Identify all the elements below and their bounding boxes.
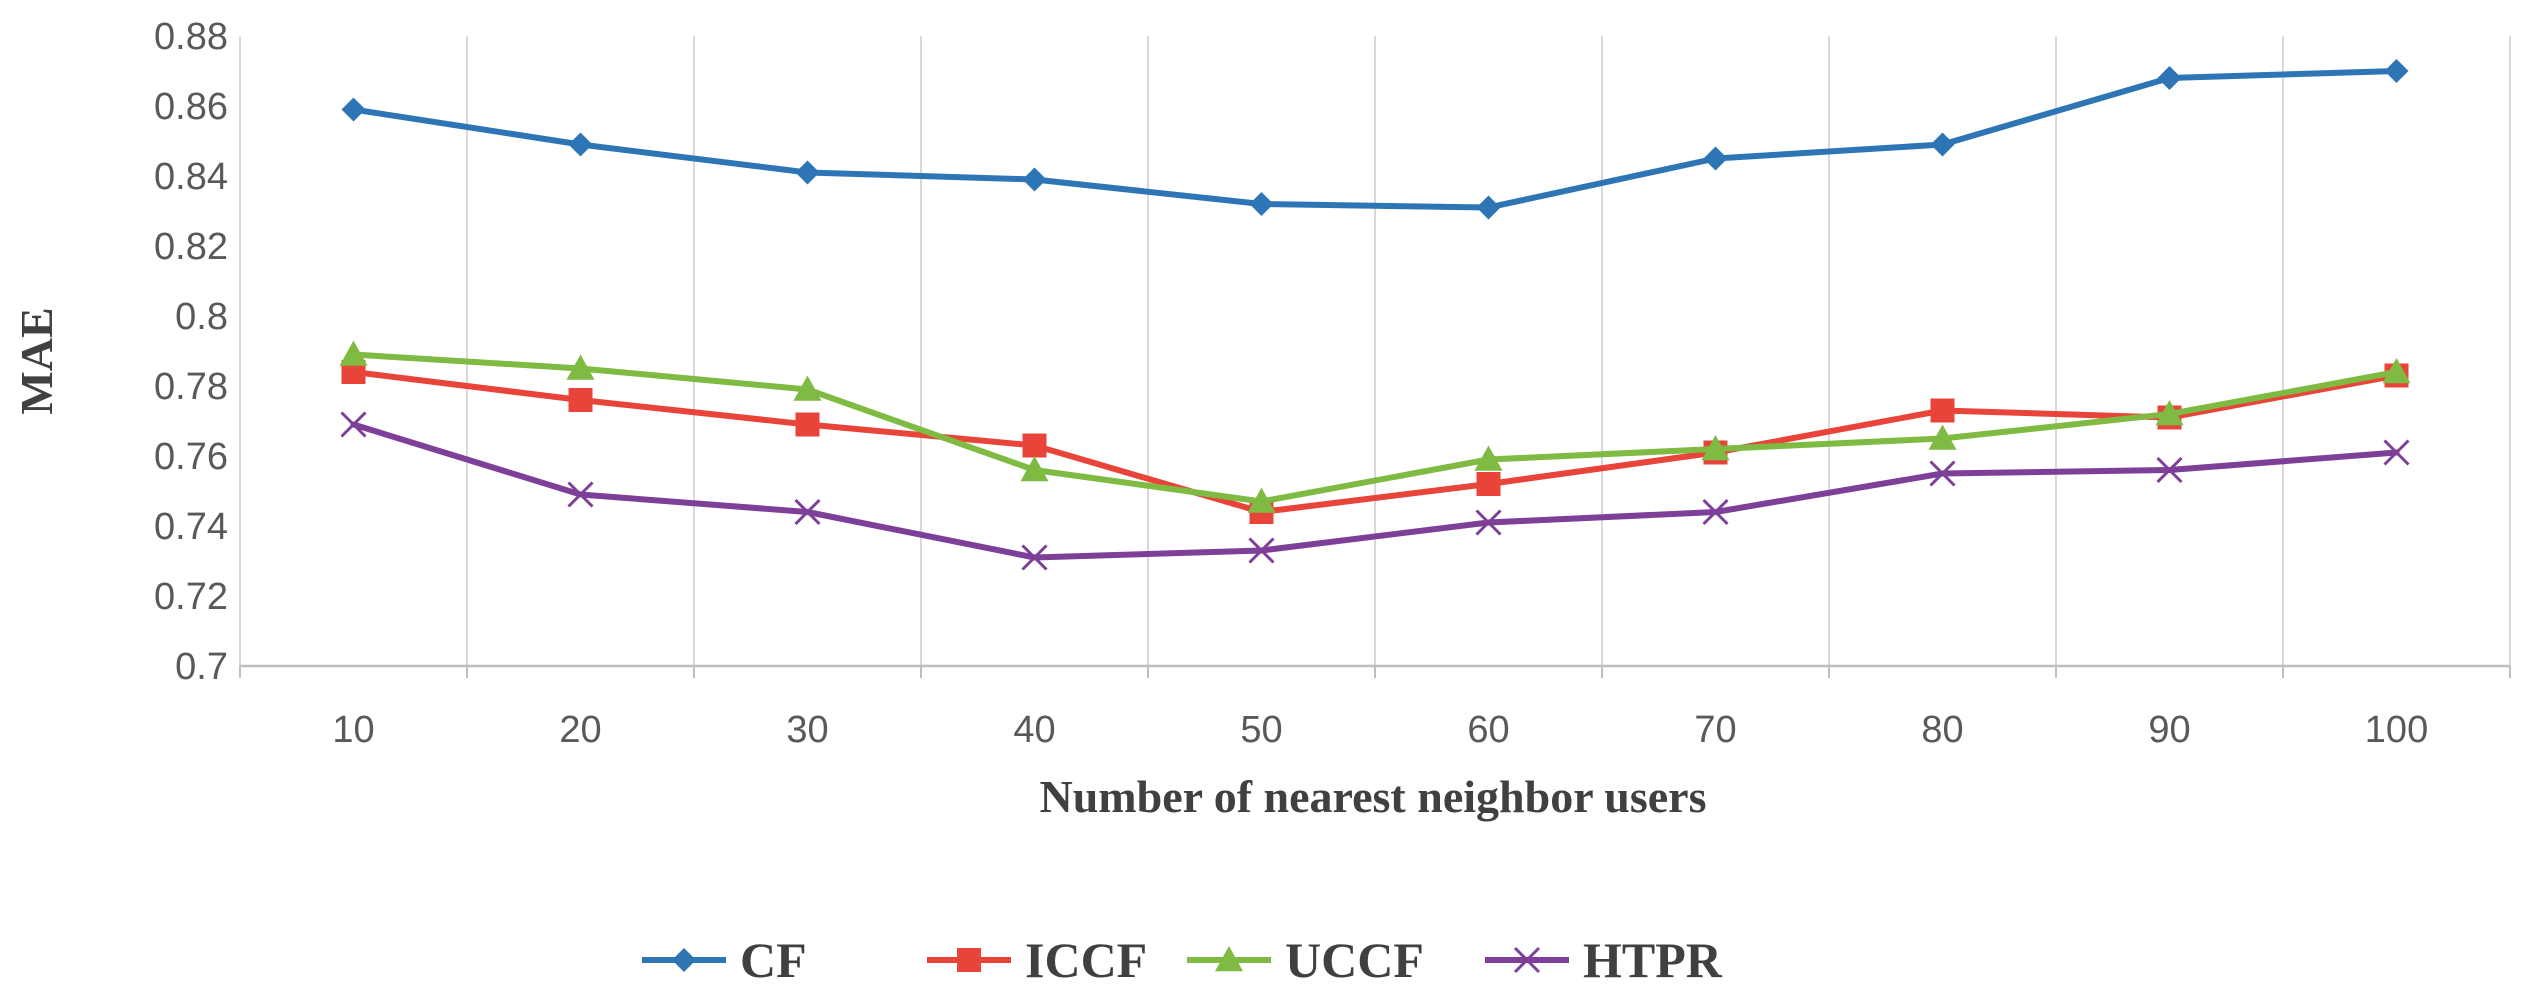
legend-marker <box>1215 946 1243 972</box>
series-uccf <box>339 340 2411 513</box>
y-tick-label: 0.7 <box>175 646 228 688</box>
series-line-uccf <box>350 351 2400 505</box>
data-point-htpr <box>1021 544 1048 571</box>
data-point-htpr <box>1475 509 1502 536</box>
data-point-cf <box>2157 66 2182 90</box>
data-point-htpr <box>1702 498 1729 526</box>
grid-lines <box>239 36 2511 666</box>
data-point-uccf <box>2382 358 2411 384</box>
y-tick-label: 0.74 <box>154 506 228 548</box>
legend-item-iccf: ICCF <box>927 932 1147 988</box>
legend-item-cf: CF <box>642 932 807 988</box>
legend-label: HTPR <box>1583 932 1723 988</box>
series-layer <box>339 59 2411 571</box>
y-tick-label: 0.78 <box>154 366 228 408</box>
data-point-cf <box>1249 192 1274 216</box>
series-line-iccf <box>350 369 2400 515</box>
y-axis-title: MAE <box>11 307 62 414</box>
data-point-htpr <box>2383 439 2410 466</box>
x-tick-label: 100 <box>2365 709 2428 751</box>
data-point-iccf <box>795 412 820 437</box>
data-point-htpr <box>2156 456 2183 484</box>
y-tick-label: 0.86 <box>154 86 228 128</box>
data-point-cf <box>1022 167 1047 192</box>
x-tick-label: 40 <box>1013 709 1055 751</box>
x-tick-label: 50 <box>1240 709 1282 751</box>
data-point-uccf <box>2155 400 2184 426</box>
series-line-htpr <box>350 421 2400 561</box>
y-tick-label: 0.88 <box>154 16 228 58</box>
data-point-htpr <box>340 411 367 438</box>
legend: CF ICCF UCCF HTPR <box>642 932 1723 988</box>
legend-marker <box>957 948 981 972</box>
x-axis-title: Number of nearest neighbor users <box>1040 771 1707 822</box>
data-point-uccf <box>566 354 595 380</box>
data-point-cf <box>1930 132 1955 157</box>
y-tick-label: 0.82 <box>154 226 228 268</box>
x-tick-label: 90 <box>2148 709 2190 751</box>
data-point-iccf <box>1022 433 1047 458</box>
x-tick-label: 80 <box>1921 709 1963 751</box>
data-point-uccf <box>339 340 368 366</box>
x-tick-labels: 10 20 30 40 50 60 70 80 90 100 <box>332 709 2428 751</box>
x-tick-label: 70 <box>1694 709 1736 751</box>
legend-label: ICCF <box>1025 932 1147 988</box>
legend-marker <box>1513 946 1541 974</box>
legend-item-uccf: UCCF <box>1187 932 1424 988</box>
data-point-cf <box>568 132 593 157</box>
data-point-cf <box>795 160 820 185</box>
data-point-htpr <box>1248 537 1275 564</box>
data-point-htpr <box>567 481 594 508</box>
data-point-cf <box>1476 195 1501 220</box>
data-point-uccf <box>1247 487 1276 513</box>
y-tick-label: 0.76 <box>154 436 228 478</box>
series-htpr <box>340 411 2410 571</box>
data-point-uccf <box>1701 435 1730 461</box>
data-point-cf <box>341 97 366 122</box>
legend-marker <box>672 948 696 972</box>
data-point-uccf <box>1020 456 1049 482</box>
data-point-htpr <box>1929 460 1956 487</box>
data-point-cf <box>2384 59 2409 83</box>
data-point-iccf <box>568 388 593 412</box>
series-cf <box>341 59 2409 220</box>
y-tick-labels: 0.7 0.72 0.74 0.76 0.78 0.8 0.82 0.84 0.86 0.88 <box>154 16 228 688</box>
x-tick-label: 20 <box>559 709 601 751</box>
legend-label: UCCF <box>1285 932 1424 988</box>
data-point-uccf <box>1928 424 1957 450</box>
y-tick-label: 0.84 <box>154 156 228 198</box>
data-point-uccf <box>793 375 822 401</box>
data-point-iccf <box>1476 472 1501 496</box>
data-point-iccf <box>1930 398 1955 423</box>
x-tick-label: 10 <box>332 709 374 751</box>
data-point-uccf <box>1474 445 1503 471</box>
legend-label: CF <box>740 932 807 988</box>
x-tick-label: 30 <box>786 709 828 751</box>
y-tick-label: 0.72 <box>154 576 228 618</box>
x-tick-label: 60 <box>1467 709 1509 751</box>
data-point-cf <box>1703 146 1728 171</box>
axes <box>239 664 2511 678</box>
data-point-htpr <box>794 498 821 526</box>
series-line-cf <box>350 68 2400 211</box>
y-tick-label: 0.8 <box>175 296 228 338</box>
legend-item-htpr: HTPR <box>1485 932 1723 988</box>
